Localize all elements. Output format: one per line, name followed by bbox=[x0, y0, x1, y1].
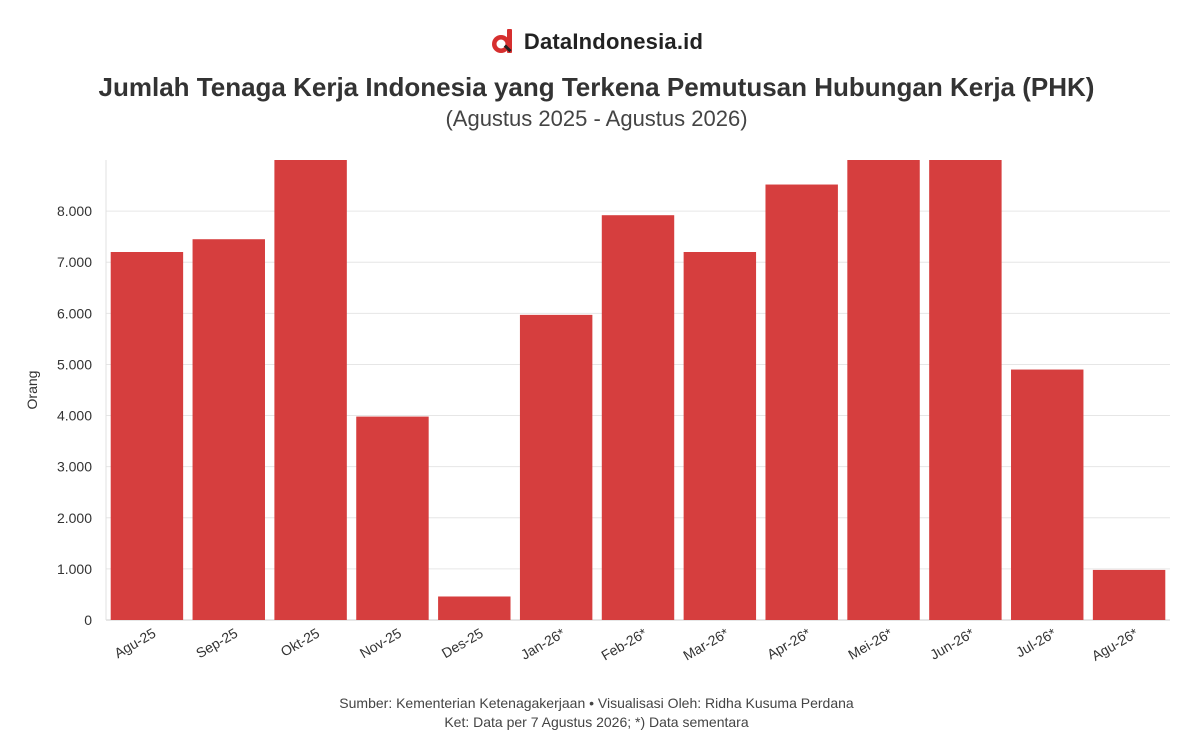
y-tick-label: 4.000 bbox=[57, 408, 92, 424]
y-tick-label: 3.000 bbox=[57, 459, 92, 475]
y-tick-label: 6.000 bbox=[57, 305, 92, 321]
bar bbox=[1011, 369, 1084, 620]
brand-name: DataIndonesia.id bbox=[523, 29, 704, 54]
x-tick-label: Apr-26* bbox=[764, 624, 814, 662]
x-tick-label: Agu-26* bbox=[1089, 624, 1141, 663]
x-tick-label: Mei-26* bbox=[845, 624, 895, 662]
footer-note: Ket: Data per 7 Agustus 2026; *) Data se… bbox=[444, 714, 749, 730]
bar bbox=[929, 160, 1002, 620]
y-axis-title: Orang bbox=[24, 371, 40, 410]
y-tick-label: 5.000 bbox=[57, 356, 92, 372]
x-tick-label: Nov-25 bbox=[357, 625, 404, 662]
y-axis-ticks: 0 1.000 2.000 3.000 4.000 5.000 6.000 7.000 8.00… bbox=[57, 203, 92, 628]
x-tick-label: Sep-25 bbox=[193, 625, 240, 662]
x-tick-label: Mar-26* bbox=[680, 624, 732, 663]
y-tick-label: 1.000 bbox=[57, 561, 92, 577]
bar bbox=[601, 215, 675, 620]
bar bbox=[438, 596, 511, 620]
bars bbox=[110, 160, 1166, 621]
x-tick-label: Jun-26* bbox=[927, 624, 977, 662]
y-tick-label: 8.000 bbox=[57, 203, 92, 219]
y-tick-label: 2.000 bbox=[57, 510, 92, 526]
bar bbox=[274, 160, 347, 620]
x-tick-label: Jan-26* bbox=[518, 624, 568, 662]
y-tick-label: 7.000 bbox=[57, 254, 92, 270]
brand: DataIndonesia.id bbox=[0, 28, 1193, 56]
x-tick-label: Feb-26* bbox=[598, 624, 650, 663]
chart-title: Jumlah Tenaga Kerja Indonesia yang Terke… bbox=[98, 72, 1095, 102]
y-tick-label: 0 bbox=[84, 612, 92, 628]
bar bbox=[519, 314, 593, 620]
x-axis-ticks: Agu-25 Sep-25 Okt-25 Nov-25 Des-25 Jan-26* Feb… bbox=[111, 624, 1141, 663]
bar bbox=[356, 416, 429, 620]
bar bbox=[192, 239, 265, 620]
x-tick-label: Agu-25 bbox=[111, 625, 158, 662]
bar bbox=[847, 160, 920, 620]
bar bbox=[765, 184, 838, 621]
x-tick-label: Des-25 bbox=[439, 625, 486, 662]
x-tick-label: Okt-25 bbox=[278, 625, 323, 660]
footer-source: Sumber: Kementerian Ketenagakerjaan • Vi… bbox=[339, 695, 854, 711]
chart-subtitle: (Agustus 2025 - Agustus 2026) bbox=[445, 106, 748, 131]
bar bbox=[1092, 569, 1166, 620]
bar bbox=[110, 252, 184, 620]
bar bbox=[683, 252, 757, 620]
dataindonesia-logo-icon bbox=[491, 29, 512, 53]
bar-chart: 0 1.000 2.000 3.000 4.000 5.000 6.000 7.000 8.00… bbox=[24, 160, 1170, 664]
x-tick-label: Jul-26* bbox=[1013, 624, 1059, 660]
